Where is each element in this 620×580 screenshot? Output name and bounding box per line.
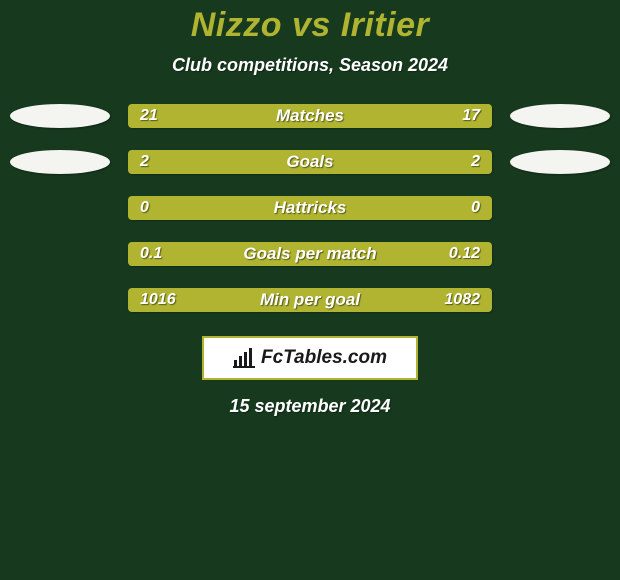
stat-value-left: 0 [128,196,161,220]
brand-badge: FcTables.com [202,336,418,380]
stat-rows: Matches2117Goals22Hattricks00Goals per m… [0,104,620,312]
player-right-avatar [510,288,610,312]
stat-value-left: 1016 [128,288,188,312]
stat-value-right: 0.12 [437,242,492,266]
stat-value-right: 2 [459,150,492,174]
stat-bar: Min per goal10161082 [128,288,492,312]
player-right-avatar [510,150,610,174]
stat-row: Goals2 2 [10,150,610,174]
stat-label: Hattricks [128,196,492,220]
stat-value-right: 1082 [432,288,492,312]
player-left-avatar [10,150,110,174]
stat-bar: Matches21 17 [128,104,492,128]
stat-value-right: 17 [450,104,492,128]
stat-value-left: 0.1 [128,242,174,266]
stat-bar: Hattricks0 0 [128,196,492,220]
player-left-avatar [10,288,110,312]
stat-value-left: 21 [128,104,170,128]
stat-label: Goals [128,150,492,174]
page-subtitle: Club competitions, Season 2024 [0,55,620,76]
stat-bar: Goals2 2 [128,150,492,174]
player-right-avatar [510,196,610,220]
stat-bar: Goals per match0.10.12 [128,242,492,266]
page-title: Nizzo vs Iritier [0,0,620,45]
comparison-infographic: Nizzo vs Iritier Club competitions, Seas… [0,0,620,580]
stat-row: Min per goal10161082 [10,288,610,312]
stat-label: Matches [128,104,492,128]
brand-text: FcTables.com [261,347,387,369]
snapshot-date: 15 september 2024 [0,396,620,417]
stat-row: Goals per match0.10.12 [10,242,610,266]
chart-icon [233,348,255,368]
player-left-avatar [10,242,110,266]
stat-value-left: 2 [128,150,161,174]
player-left-avatar [10,104,110,128]
player-right-avatar [510,104,610,128]
player-right-avatar [510,242,610,266]
stat-value-right: 0 [459,196,492,220]
player-left-avatar [10,196,110,220]
stat-row: Matches21 17 [10,104,610,128]
stat-row: Hattricks0 0 [10,196,610,220]
